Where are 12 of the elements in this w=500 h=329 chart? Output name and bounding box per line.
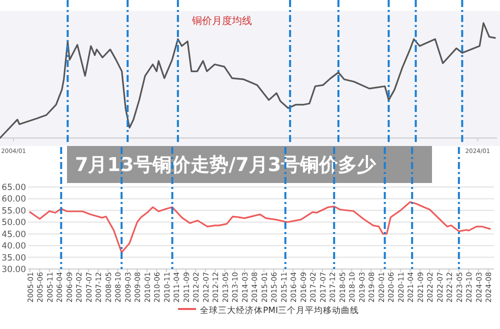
y-tick-label: 40.00 xyxy=(2,242,26,252)
y-tick-label: 60.00 xyxy=(2,194,26,205)
legend-label: 全球三大经济体PMI三个月平均移动曲线 xyxy=(200,305,359,316)
y-tick-label: 35.00 xyxy=(2,253,26,264)
y-tick-label: 45.00 xyxy=(2,230,26,240)
y-tick-label: 55.00 xyxy=(2,206,26,216)
line-series xyxy=(29,201,491,254)
chart-title: 铜价月度均线 xyxy=(191,15,252,27)
y-tick-label: 30.00 xyxy=(2,265,26,275)
text: 7月13号铜价走势/7月3号铜价多少 xyxy=(75,154,378,176)
y-tick-label: 50.00 xyxy=(2,218,26,228)
y-tick-label: 65.00 xyxy=(2,183,26,193)
